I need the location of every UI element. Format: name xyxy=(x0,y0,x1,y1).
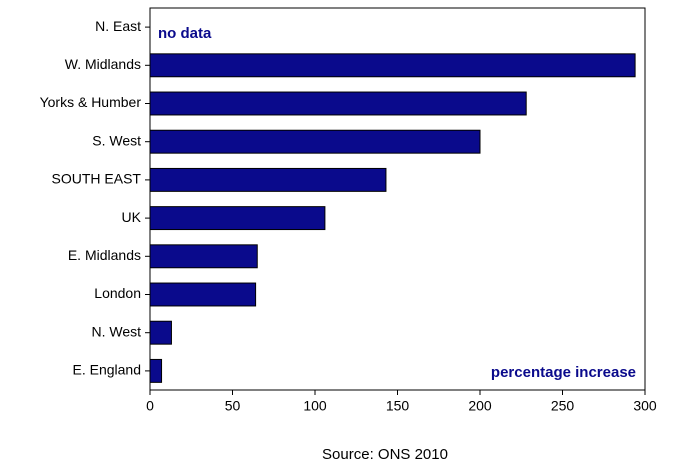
y-tick-label: Yorks & Humber xyxy=(40,94,142,110)
source: Source: ONS 2010 xyxy=(322,446,448,463)
bar xyxy=(149,358,163,383)
bar xyxy=(149,53,636,78)
y-tick-label: SOUTH EAST xyxy=(52,171,142,187)
y-tick-label: London xyxy=(94,285,141,301)
bar xyxy=(149,244,258,269)
bar xyxy=(149,167,387,192)
bar xyxy=(149,129,481,154)
bar xyxy=(149,282,257,307)
y-tick-label: W. Midlands xyxy=(65,56,141,72)
bar xyxy=(149,91,527,116)
annotation: no data xyxy=(158,25,212,42)
y-tick-label: N. West xyxy=(91,323,141,339)
y-tick-label: S. West xyxy=(92,132,141,148)
x-tick-label: 100 xyxy=(303,398,327,414)
y-tick-label: E. Midlands xyxy=(68,247,141,263)
y-tick-label: UK xyxy=(122,209,142,225)
annotation: percentage increase xyxy=(491,364,636,381)
x-tick-label: 250 xyxy=(551,398,575,414)
y-tick-label: N. East xyxy=(95,18,141,34)
x-tick-label: 200 xyxy=(468,398,492,414)
x-tick-label: 50 xyxy=(225,398,241,414)
x-tick-label: 300 xyxy=(633,398,657,414)
bar xyxy=(149,320,172,345)
bar xyxy=(149,206,326,231)
x-tick-label: 150 xyxy=(386,398,410,414)
y-tick-label: E. England xyxy=(73,362,142,378)
x-tick-label: 0 xyxy=(146,398,154,414)
